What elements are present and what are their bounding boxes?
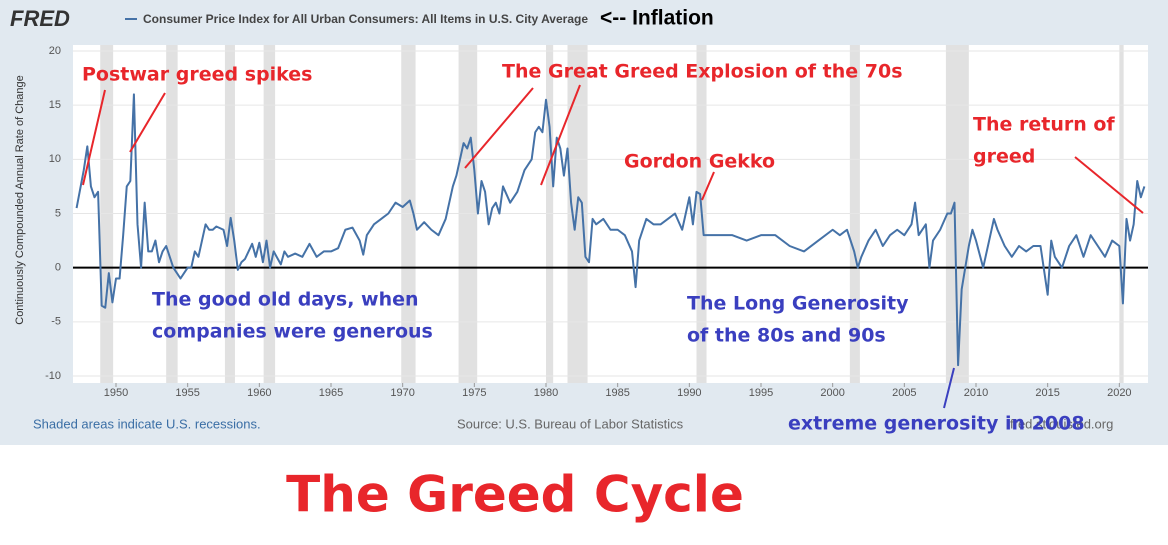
x-tick-label: 2010 [964,387,988,399]
x-tick-label: 2020 [1107,387,1131,399]
annotation: Gordon Gekko [624,151,775,173]
chart-title: The Greed Cycle [286,466,744,524]
logo: FRED [10,6,70,31]
x-tick-label: 1970 [390,387,414,399]
pointer [464,87,534,169]
annotations: Postwar greed spikes The Great Greed Expl… [82,61,1115,435]
y-tick-label: 15 [49,99,61,111]
legend-label: Consumer Price Index for All Urban Consu… [143,12,588,26]
pointer [129,92,166,153]
x-tick-label: 2005 [892,387,916,399]
annotation: The return of [973,114,1115,136]
annotation: companies were generous [152,321,433,343]
y-tick-label: 5 [55,207,61,219]
legend-annotation: <-- Inflation [600,7,714,30]
x-tick-label: 1965 [319,387,343,399]
pointer [1074,156,1144,214]
y-tick-label: -10 [45,370,61,382]
y-tick-label: 10 [49,153,61,165]
recession-note: Shaded areas indicate U.S. recessions. [33,416,261,431]
annotation: extreme generosity in 2008 [788,413,1085,435]
pointer [943,367,955,409]
x-tick-label: 1990 [677,387,701,399]
x-tick-label: 1960 [247,387,271,399]
pointer [701,171,715,201]
y-tick-label: 0 [55,262,61,274]
annotation: The good old days, when [152,289,419,311]
pointer [540,84,581,186]
source: Source: U.S. Bureau of Labor Statistics [457,416,684,431]
x-tick-label: 1985 [605,387,629,399]
x-tick-label: 2000 [820,387,844,399]
x-tick-label: 1975 [462,387,486,399]
pointer [82,89,106,186]
x-tick-label: 1995 [749,387,773,399]
x-tick-label: 1950 [104,387,128,399]
grid: -10 -5 0 5 10 15 20 1950 1955 1960 1965 1970 1975 198… [45,45,1148,399]
annotation: Postwar greed spikes [82,64,312,86]
x-tick-label: 2015 [1035,387,1059,399]
annotation: of the 80s and 90s [687,325,886,347]
annotation: greed [973,146,1035,168]
y-tick-label: 20 [49,45,61,57]
y-tick-label: -5 [51,316,61,328]
x-tick-label: 1980 [534,387,558,399]
series-line [75,93,1146,367]
annotation: The Long Generosity [687,293,909,315]
red-pointers [82,84,1144,214]
annotation: The Great Greed Explosion of the 70s [502,61,903,83]
x-tick-label: 1955 [175,387,199,399]
site: fred.stlouisfed.org [1010,416,1113,431]
y-axis-label: Continuously Compounded Annual Rate of C… [14,75,26,325]
plot [75,93,1146,367]
